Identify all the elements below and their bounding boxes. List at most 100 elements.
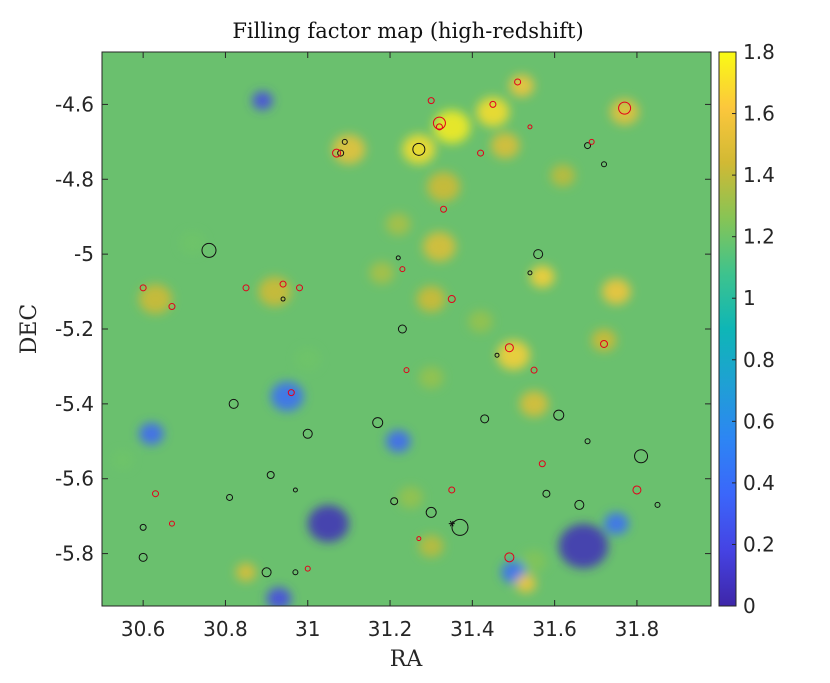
red-source-circle <box>296 284 304 292</box>
field-feature-19 <box>509 74 535 97</box>
red-source-circle <box>440 205 448 213</box>
chart-title: Filling factor map (high-redshift) <box>232 19 583 43</box>
colorbar-tick-label: 0.8 <box>743 348 775 372</box>
field-feature-9 <box>112 450 133 470</box>
field-feature-33 <box>418 366 444 389</box>
field-feature-10 <box>139 284 172 314</box>
black-source-circle <box>138 552 148 562</box>
red-source-circle <box>139 284 147 292</box>
red-source-circle <box>279 280 287 288</box>
field-feature-37 <box>398 486 423 509</box>
red-source-circle <box>403 367 410 374</box>
black-source-circle <box>395 255 401 261</box>
field-feature-38 <box>515 574 537 593</box>
black-source-circle <box>390 497 399 506</box>
x-tick-label: 31.2 <box>368 617 413 641</box>
x-tick-label: 31.8 <box>615 617 660 641</box>
black-source-circle <box>654 501 661 508</box>
black-source-circle <box>412 142 426 156</box>
colorbar-tick-label: 1.8 <box>743 40 775 64</box>
red-source-circle <box>399 266 406 273</box>
field-feature-22 <box>422 231 456 262</box>
x-tick-label: 31 <box>295 617 320 641</box>
black-source-circle <box>584 142 592 150</box>
black-source-circle <box>574 499 585 510</box>
black-source-circle <box>372 417 384 429</box>
field-feature-15 <box>402 134 436 165</box>
field-feature-20 <box>427 171 460 202</box>
red-source-circle <box>435 123 443 131</box>
black-source-circle <box>634 449 649 464</box>
y-tick-label: -4.6 <box>55 92 94 116</box>
red-source-circle <box>242 284 250 292</box>
field-feature-31 <box>550 164 576 187</box>
black-source-circle <box>228 398 239 409</box>
black-source-circle <box>292 487 298 493</box>
colorbar: 0 0.2 0.4 0.6 0.8 1 1.2 1.4 1.6 1.8 <box>718 40 775 618</box>
field-feature-28 <box>601 278 631 305</box>
field-feature-18 <box>490 132 520 159</box>
heatmap-area <box>102 52 711 606</box>
field-feature-16 <box>433 110 471 144</box>
field-feature-21 <box>385 213 411 236</box>
x-tick-label: 30.6 <box>121 617 166 641</box>
field-feature-32 <box>519 390 549 417</box>
red-source-circle <box>304 565 311 572</box>
red-source-circle <box>416 536 422 542</box>
y-tick-label: -5.8 <box>55 542 94 566</box>
red-source-circle <box>632 485 642 495</box>
colorbar-tick-label: 1.6 <box>743 102 775 126</box>
field-feature-4 <box>139 422 164 445</box>
x-axis-label: RA <box>390 647 424 672</box>
y-tick-label: -5.6 <box>55 467 94 491</box>
field-feature-5 <box>270 381 304 412</box>
field-feature-25 <box>468 310 493 333</box>
black-source-circle <box>584 438 591 445</box>
field-feature-3 <box>266 587 292 606</box>
colorbar-tick-label: 0 <box>743 594 756 618</box>
red-source-circle <box>504 552 515 563</box>
black-source-circle <box>527 270 533 276</box>
y-axis: -4.6 -4.8 -5 -5.2 -5.4 -5.6 -5.8 <box>55 92 711 566</box>
y-tick-label: -5.4 <box>55 392 94 416</box>
red-source-circle <box>504 343 514 353</box>
colorbar-tick-label: 1.4 <box>743 163 775 187</box>
y-tick-label: -5.2 <box>55 317 94 341</box>
black-source-circle <box>425 506 437 518</box>
x-axis: 30.6 30.8 31 31.2 31.4 31.6 31.8 <box>121 52 659 641</box>
field-feature-14 <box>332 134 366 165</box>
colorbar-ticks: 0 0.2 0.4 0.6 0.8 1 1.2 1.4 1.6 1.8 <box>732 40 775 618</box>
red-source-circle <box>151 490 159 498</box>
x-tick-label: 31.6 <box>532 617 577 641</box>
field-feature-27 <box>529 265 555 288</box>
y-axis-label: DEC <box>17 304 42 355</box>
field-feature-24 <box>416 286 446 313</box>
field-feature-35 <box>418 534 444 558</box>
red-source-circle <box>427 97 435 105</box>
black-source-circle <box>451 518 469 536</box>
red-source-circle <box>332 148 342 158</box>
black-source-circle <box>341 138 348 145</box>
red-source-circle <box>447 295 456 304</box>
black-source-circle <box>542 489 551 498</box>
y-tick-label: -4.8 <box>55 167 94 191</box>
colorbar-tick-label: 0.2 <box>743 532 775 556</box>
black-source-circle <box>261 567 272 578</box>
field-feature-11 <box>180 231 205 255</box>
red-source-circle <box>538 460 546 468</box>
red-source-circle <box>588 138 595 145</box>
red-source-circle <box>600 339 609 348</box>
colorbar-tick-label: 1 <box>743 286 756 310</box>
black-source-circle <box>226 493 234 501</box>
black-source-circle <box>494 352 500 358</box>
red-source-circle <box>514 78 522 86</box>
black-source-circle <box>397 324 407 334</box>
black-source-circle <box>480 414 490 424</box>
colorbar-gradient <box>718 51 737 607</box>
black-source-circle <box>553 409 565 421</box>
field-feature-6 <box>385 430 411 453</box>
source-markers <box>138 78 661 578</box>
black-source-circle <box>266 470 275 479</box>
black-source-circle <box>601 161 608 168</box>
